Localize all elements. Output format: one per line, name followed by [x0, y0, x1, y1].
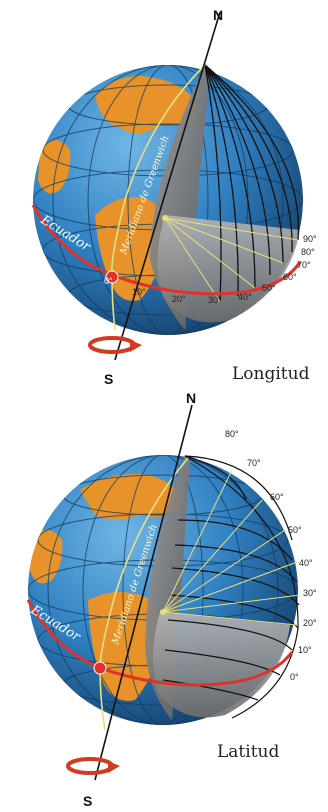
origin-marker — [105, 270, 119, 284]
rotation-axis — [114, 11, 221, 361]
rotation-arrow-icon — [88, 336, 142, 354]
lat-tick-20: 20° — [303, 618, 317, 628]
lon-tick-90: 90° — [303, 234, 317, 244]
latitude-tick-labels: 80° 70° 60° 50° 40° 30° 20° 10° 0° — [225, 429, 317, 682]
lon-tick-80: 80° — [301, 247, 315, 257]
lat-tick-70: 70° — [247, 458, 261, 468]
north-label: N — [213, 7, 223, 23]
caption-latitud: Latitud — [217, 742, 280, 762]
continent-africa-2 — [88, 591, 163, 701]
cut-plane-equator — [157, 215, 300, 323]
lon-tick-10: 10° — [132, 287, 146, 297]
origin-marker-2 — [93, 661, 107, 675]
lat-tick-10: 10° — [298, 645, 312, 655]
lat-tick-80: 80° — [225, 429, 239, 439]
greenwich-meridian-line-2 — [99, 457, 189, 731]
longitude-meridian-arcs — [204, 64, 300, 303]
south-label-2: S — [83, 793, 92, 809]
rotation-axis-2 — [94, 404, 193, 781]
equator-line — [31, 204, 302, 296]
lat-tick-40: 40° — [299, 558, 313, 568]
longitude-rays — [164, 217, 299, 303]
cut-plane-equator-2 — [153, 612, 290, 718]
lon-tick-30: 30° — [208, 295, 222, 305]
continent-americas — [38, 140, 71, 194]
continent-americas-2 — [30, 530, 63, 584]
latitude-rays — [162, 469, 301, 626]
center-point-2 — [160, 609, 166, 615]
globe-latitude: N S Ecuador Meridiano de Greenwich 80° 7… — [26, 390, 317, 809]
center-point — [162, 215, 168, 221]
continent-europe-2 — [80, 474, 185, 520]
north-label-2: N — [186, 390, 196, 406]
lon-tick-60: 60° — [283, 272, 297, 282]
longitude-tick-labels: 10° 20° 30° 40° 50° 60° 70° 80° 90° — [132, 234, 317, 305]
lat-tick-0: 0° — [290, 672, 299, 682]
lat-tick-60: 60° — [270, 492, 284, 502]
equator-line-2 — [26, 599, 294, 687]
lon-tick-20: 20° — [172, 294, 186, 304]
south-label: S — [104, 371, 113, 387]
lon-tick-70: 70° — [297, 260, 311, 270]
caption-longitud: Longitud — [232, 364, 310, 384]
lon-tick-40: 40° — [238, 292, 252, 302]
rotation-arrow-icon-2 — [66, 757, 120, 775]
lat-tick-30: 30° — [303, 588, 317, 598]
origin-tick: 0° — [104, 276, 113, 286]
greenwich-meridian-line — [110, 64, 206, 331]
lon-tick-50: 50° — [262, 283, 276, 293]
globe-longitude: N S Ecuador Meridiano de Greenwich 0° 10… — [31, 7, 317, 387]
lat-tick-50: 50° — [288, 525, 302, 535]
